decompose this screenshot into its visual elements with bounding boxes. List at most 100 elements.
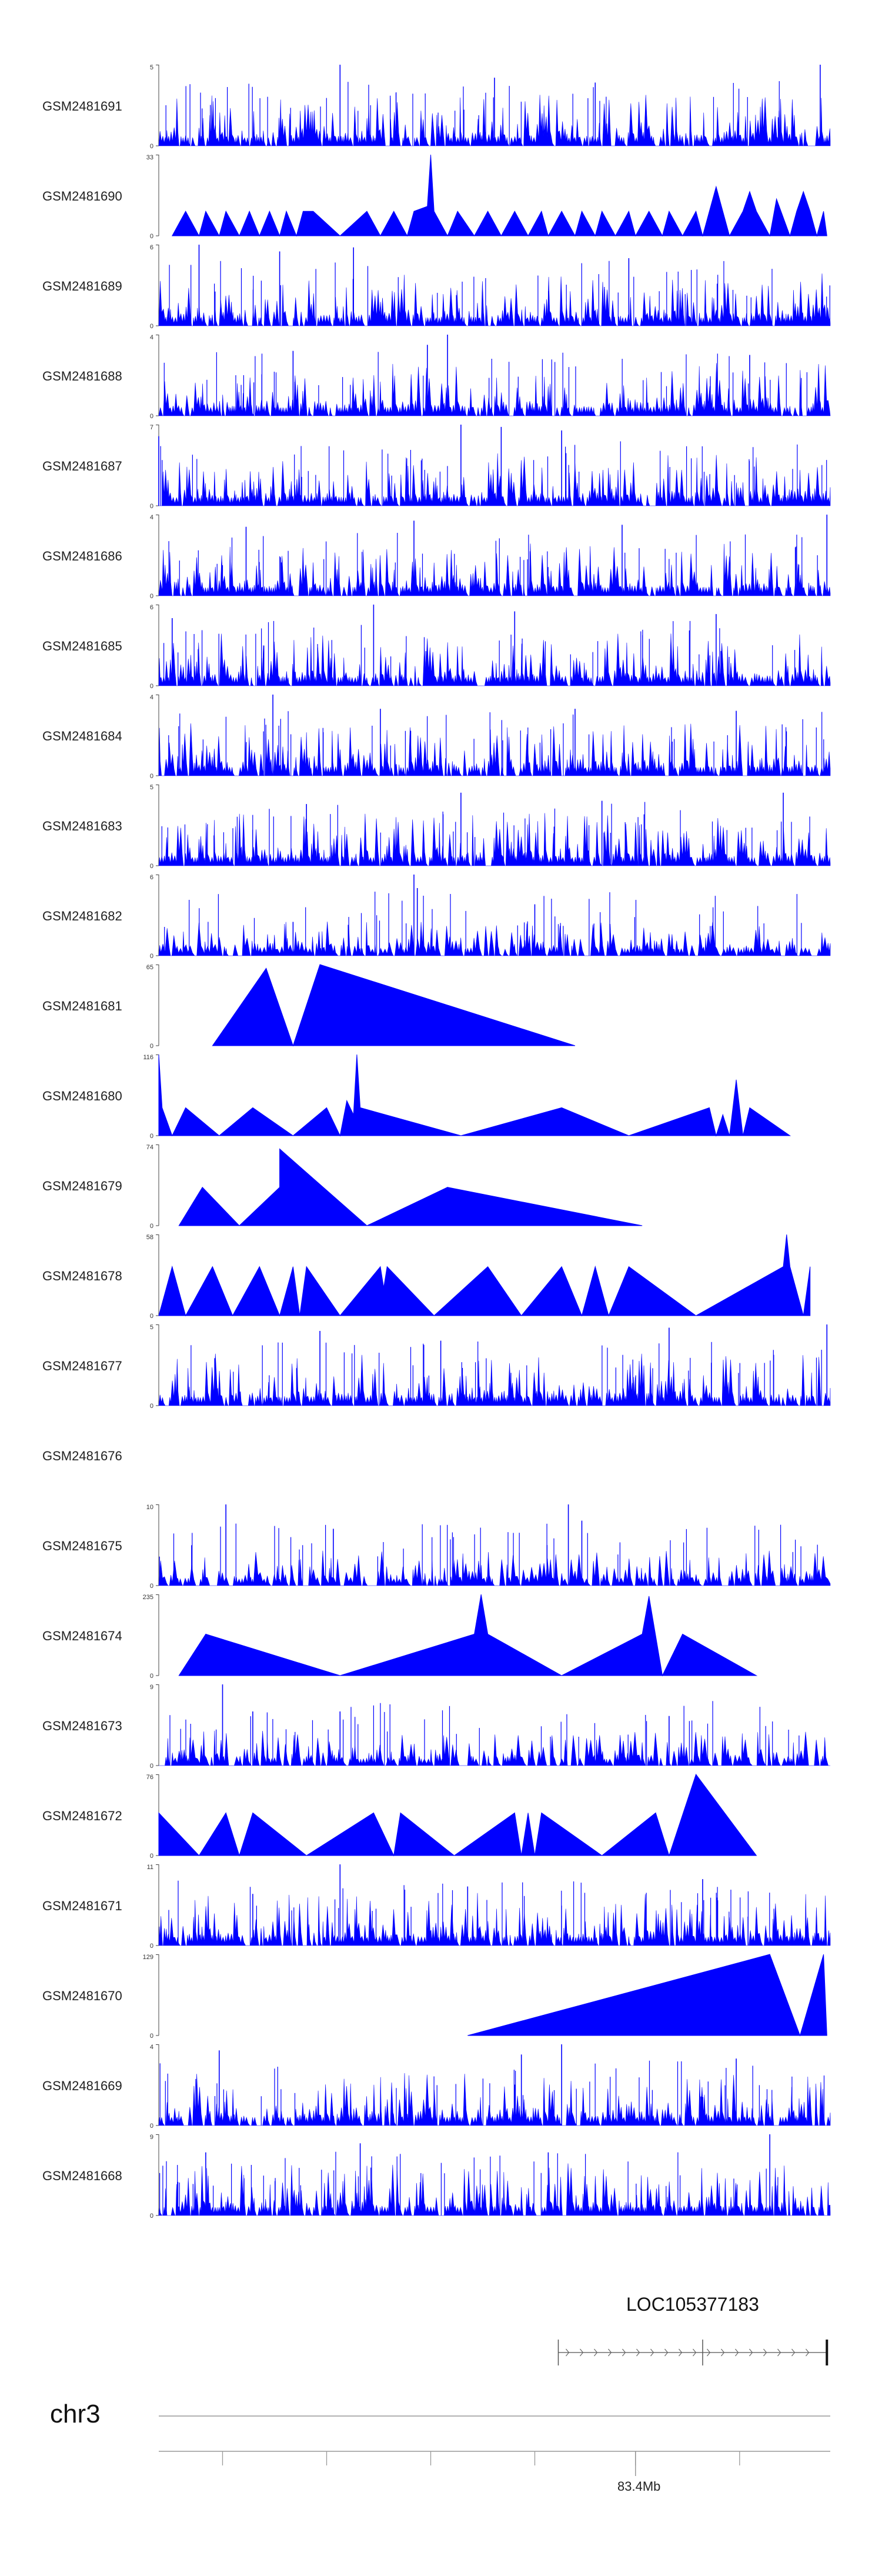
- y-max-label: 235: [143, 1594, 153, 1601]
- track-plot: 90: [150, 2134, 831, 2220]
- track-GSM2481688[interactable]: GSM2481688 4 0: [0, 334, 882, 423]
- y-max-label: 4: [150, 694, 153, 701]
- track-label: GSM2481679: [42, 1179, 122, 1193]
- track-GSM2481673[interactable]: GSM2481673 9 0: [0, 1684, 882, 1773]
- gene-annotation-area: LOC105377183 chr3 83.4Mb: [0, 2282, 882, 2576]
- track-plot: 76 0: [146, 1773, 757, 1860]
- track-label: GSM2481688: [42, 369, 122, 383]
- signal-area: [467, 1954, 827, 2037]
- signal-area: [158, 1773, 757, 1857]
- gene-model[interactable]: [0, 2317, 882, 2400]
- track-plot: 74 0: [146, 1144, 643, 1230]
- strand-arrow: [707, 2348, 711, 2357]
- signal-area: [158, 2163, 831, 2216]
- track-label: GSM2481690: [42, 189, 122, 203]
- track-plot: 116 0: [143, 1054, 791, 1140]
- y-min-label: 0: [150, 503, 153, 510]
- y-min-label: 0: [150, 323, 153, 330]
- gene-name[interactable]: LOC105377183: [626, 2294, 759, 2315]
- track-GSM2481679[interactable]: GSM2481679 74 0: [0, 1144, 882, 1233]
- track-GSM2481672[interactable]: GSM2481672 76 0: [0, 1773, 882, 1863]
- y-min-label: 0: [150, 863, 153, 870]
- track-GSM2481682[interactable]: GSM2481682 6 0: [0, 874, 882, 963]
- track-GSM2481689[interactable]: GSM2481689 6 0: [0, 244, 882, 333]
- track-plot: 235 0: [143, 1594, 758, 1680]
- signal-area: [158, 1234, 811, 1317]
- track-GSM2481690[interactable]: GSM2481690 33 0: [0, 154, 882, 243]
- track-GSM2481681[interactable]: GSM2481681 65 0: [0, 964, 882, 1053]
- track-plot: 40: [150, 334, 831, 420]
- strand-arrow: [622, 2348, 626, 2357]
- track-GSM2481674[interactable]: GSM2481674 235 0: [0, 1594, 882, 1683]
- track-GSM2481676[interactable]: GSM2481676: [0, 1414, 882, 1503]
- track-label: GSM2481678: [42, 1269, 122, 1283]
- y-max-label: 116: [143, 1054, 153, 1061]
- track-GSM2481669[interactable]: GSM2481669 4 0: [0, 2044, 882, 2133]
- y-min-label: 0: [150, 1583, 153, 1590]
- y-max-label: 4: [150, 514, 153, 521]
- y-max-label: 76: [146, 1774, 153, 1781]
- track-GSM2481691[interactable]: GSM2481691 5 0: [0, 64, 882, 153]
- y-max-label: 5: [150, 784, 153, 791]
- track-GSM2481683[interactable]: GSM2481683 5 0: [0, 784, 882, 873]
- signal-area: [158, 363, 831, 416]
- strand-arrow: [735, 2348, 739, 2357]
- y-max-label: 11: [147, 1864, 153, 1871]
- track-plot: 40: [150, 2044, 831, 2130]
- y-min-label: 0: [150, 2213, 153, 2220]
- y-min-label: 0: [150, 413, 153, 420]
- track-GSM2481684[interactable]: GSM2481684 4 0: [0, 694, 882, 783]
- y-max-label: 4: [150, 334, 153, 341]
- track-GSM2481671[interactable]: GSM2481671 11 0: [0, 1864, 882, 1953]
- y-min-label: 0: [150, 683, 153, 690]
- signal-area: [158, 1550, 831, 1586]
- track-label: GSM2481686: [42, 549, 122, 563]
- track-GSM2481687[interactable]: GSM2481687 7 0: [0, 424, 882, 513]
- y-max-label: 65: [146, 964, 153, 971]
- track-GSM2481677[interactable]: GSM2481677 5 0: [0, 1324, 882, 1413]
- y-max-label: 10: [146, 1504, 153, 1511]
- y-max-label: 7: [150, 424, 153, 431]
- signal-area: [171, 154, 827, 237]
- track-plot: 58 0: [146, 1234, 811, 1320]
- signal-area: [159, 1730, 830, 1766]
- strand-arrow: [763, 2348, 767, 2357]
- y-max-label: 5: [150, 1324, 153, 1331]
- track-label: GSM2481685: [42, 639, 122, 653]
- y-min-label: 0: [150, 233, 153, 240]
- track-label: GSM2481674: [42, 1629, 122, 1643]
- track-GSM2481686[interactable]: GSM2481686 4 0: [0, 514, 882, 603]
- strand-arrow: [791, 2348, 796, 2357]
- track-GSM2481678[interactable]: GSM2481678 58 0: [0, 1234, 882, 1323]
- track-label: GSM2481682: [42, 909, 122, 923]
- y-min-label: 0: [150, 2123, 153, 2130]
- signal-area: [178, 1594, 758, 1677]
- strand-arrow: [636, 2348, 640, 2357]
- track-label: GSM2481671: [42, 1898, 122, 1913]
- track-plot: 11 0: [147, 1864, 831, 1950]
- track-plot: 33 0: [146, 154, 827, 240]
- y-max-label: 5: [150, 64, 153, 71]
- track-GSM2481670[interactable]: GSM2481670 129 0: [0, 1954, 882, 2043]
- track-plot: 70: [150, 424, 831, 510]
- track-label: GSM2481691: [42, 99, 122, 114]
- strand-arrow: [721, 2348, 725, 2357]
- y-min-label: 0: [150, 953, 153, 960]
- track-plot: 90: [150, 1684, 830, 1770]
- track-GSM2481680[interactable]: GSM2481680 116 0: [0, 1054, 882, 1143]
- track-plot: 10 0: [146, 1504, 831, 1590]
- track-GSM2481675[interactable]: GSM2481675 10 0: [0, 1504, 882, 1593]
- signal-area: [158, 1353, 831, 1406]
- track-label: GSM2481672: [42, 1808, 122, 1823]
- signal-area: [158, 2073, 831, 2126]
- strand-arrow: [806, 2348, 810, 2357]
- y-min-label: 0: [150, 773, 153, 780]
- y-min-label: 0: [150, 2033, 153, 2040]
- track-plot: 40: [150, 694, 831, 780]
- signal-area: [159, 453, 831, 506]
- track-GSM2481668[interactable]: GSM2481668 9 0: [0, 2134, 882, 2223]
- track-plot: 60: [150, 604, 831, 690]
- track-GSM2481685[interactable]: GSM2481685 6 0: [0, 604, 882, 693]
- strand-arrow: [566, 2348, 570, 2357]
- strand-arrow: [664, 2348, 669, 2357]
